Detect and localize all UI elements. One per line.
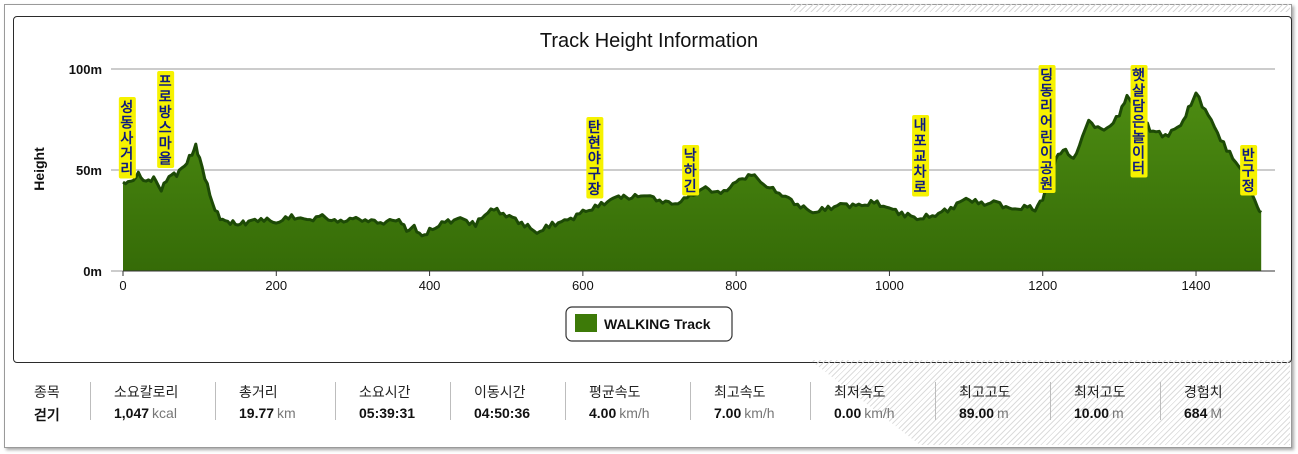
annotation-bg [1130,65,1148,178]
stat-unit: m [997,405,1009,421]
x-tick-label: 1400 [1182,278,1211,293]
stat-separator [215,382,216,420]
stat-label: 평균속도 [589,384,641,400]
annotation-bg [912,115,930,197]
stat-separator [810,382,811,420]
legend-label: WALKING Track [604,316,711,332]
annotation-bg [586,117,604,199]
height-chart: Track Height Information Height 0m 50m 100… [31,30,1275,342]
y-tick-label: 0m [83,264,102,279]
legend-swatch [575,314,597,332]
stat-value: 7.00 km/h [714,405,775,421]
stat-separator [1160,382,1161,420]
x-tick-label: 1000 [875,278,904,293]
area-fill [123,93,1262,271]
annotation-bg [157,71,175,168]
stat-value: 0.00 km/h [834,405,895,421]
stat-column: 최고속도 7.00 km/h [690,368,810,438]
stat-unit: km/h [619,405,650,421]
x-tick-label: 800 [725,278,747,293]
stat-value: 684 M [1184,405,1223,421]
stat-unit: M [1210,405,1223,421]
annotation-bg [1240,145,1258,196]
stat-column: 평균속도 4.00 km/h [565,368,690,438]
stat-value: 걷기 [34,407,60,423]
chart-legend[interactable]: WALKING Track [565,306,733,342]
stat-separator [90,382,91,420]
x-tick-label: 1200 [1028,278,1057,293]
stat-separator [690,382,691,420]
stat-value: 19.77 km [239,405,296,421]
stat-label: 소요시간 [359,384,411,400]
stat-column: 경험치 684 M [1160,368,1270,438]
stat-unit: km [277,405,296,421]
stat-value: 89.00 m [959,405,1009,421]
stat-separator [565,382,566,420]
x-tick-label: 600 [572,278,594,293]
x-tick-label: 200 [265,278,287,293]
y-axis-label: Height [31,147,47,191]
stat-unit: km/h [864,405,895,421]
stat-label: 경험치 [1184,384,1223,400]
stat-column: 최고고도 89.00 m [935,368,1050,438]
height-chart-container: Track Height Information Height 0m 50m 100… [13,16,1292,363]
stat-label: 총거리 [239,384,278,400]
stat-separator [335,382,336,420]
stat-column: 최저고도 10.00 m [1050,368,1160,438]
stat-label: 최저속도 [834,384,886,400]
stat-unit: kcal [152,405,177,421]
stat-label: 종목 [34,384,60,400]
stat-value: 04:50:36 [474,405,531,421]
decorative-hatch [790,4,1290,12]
stat-value: 05:39:31 [359,405,416,421]
annotation-bg [682,145,700,196]
stat-label: 최고속도 [714,384,766,400]
stat-separator [450,382,451,420]
y-tick-label: 100m [69,62,102,77]
stat-column: 최저속도 0.00 km/h [810,368,935,438]
stat-separator [1050,382,1051,420]
y-tick-label: 50m [76,163,102,178]
stat-label: 이동시간 [474,384,526,400]
stat-unit: km/h [744,405,775,421]
stat-column: 소요칼로리 1,047 kcal [90,368,215,438]
stat-separator [935,382,936,420]
x-tick-label: 400 [419,278,441,293]
stat-label: 소요칼로리 [114,384,179,400]
annotation-bg [118,97,136,179]
stat-unit: m [1112,405,1124,421]
series-line [122,91,1263,238]
chart-title: Track Height Information [540,30,758,52]
stat-label: 최고고도 [959,384,1011,400]
x-tick-label: 0 [119,278,126,293]
stat-value: 1,047 kcal [114,405,177,421]
stat-label: 최저고도 [1074,384,1126,400]
stat-column: 이동시간 04:50:36 [450,368,565,438]
annotation-bg [1038,65,1056,193]
stat-value: 4.00 km/h [589,405,650,421]
stat-column: 소요시간 05:39:31 [335,368,450,438]
stat-value: 10.00 m [1074,405,1124,421]
stat-column: 총거리 19.77 km [215,368,335,438]
